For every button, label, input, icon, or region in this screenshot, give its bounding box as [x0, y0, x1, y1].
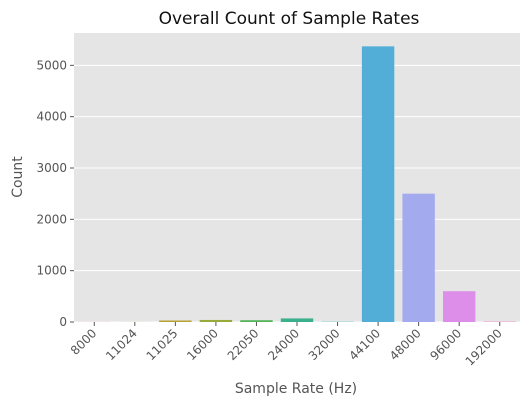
y-tick-label: 0 [59, 315, 67, 329]
x-tick-label: 48000 [387, 326, 424, 363]
bars [78, 46, 516, 322]
x-tick-label: 32000 [306, 326, 343, 363]
y-axis-label: Count [10, 156, 26, 198]
y-tick-label: 4000 [36, 110, 67, 124]
x-axis-ticks: 8000 11024 11025 16000 22050 24000 32000 44100 4… [68, 322, 505, 369]
x-tick-label: 16000 [184, 326, 221, 363]
x-axis-label: Sample Rate (Hz) [235, 381, 357, 397]
y-tick-label: 5000 [36, 58, 67, 72]
x-tick-label: 192000 [463, 326, 505, 368]
bar-16000 [199, 319, 233, 322]
x-tick-label: 24000 [265, 326, 302, 363]
x-tick-label: 96000 [427, 326, 464, 363]
bar-96000 [442, 291, 476, 322]
x-tick-label: 44100 [346, 326, 383, 363]
x-tick-label: 11025 [144, 326, 181, 363]
y-tick-label: 2000 [36, 212, 67, 226]
x-tick-label: 11024 [103, 326, 140, 363]
plot-area [74, 33, 520, 322]
y-tick-label: 1000 [36, 264, 67, 278]
x-tick-label: 22050 [225, 326, 262, 363]
y-tick-label: 3000 [36, 161, 67, 175]
bar-44100 [361, 46, 395, 322]
bar-22050 [240, 320, 273, 322]
x-tick-label: 8000 [68, 326, 99, 357]
bar-11025 [159, 320, 192, 322]
bar-48000 [402, 193, 435, 322]
y-axis-ticks: 0 1000 2000 3000 4000 5000 [36, 58, 74, 329]
chart-title: Overall Count of Sample Rates [159, 9, 420, 29]
bar-24000 [280, 318, 314, 322]
